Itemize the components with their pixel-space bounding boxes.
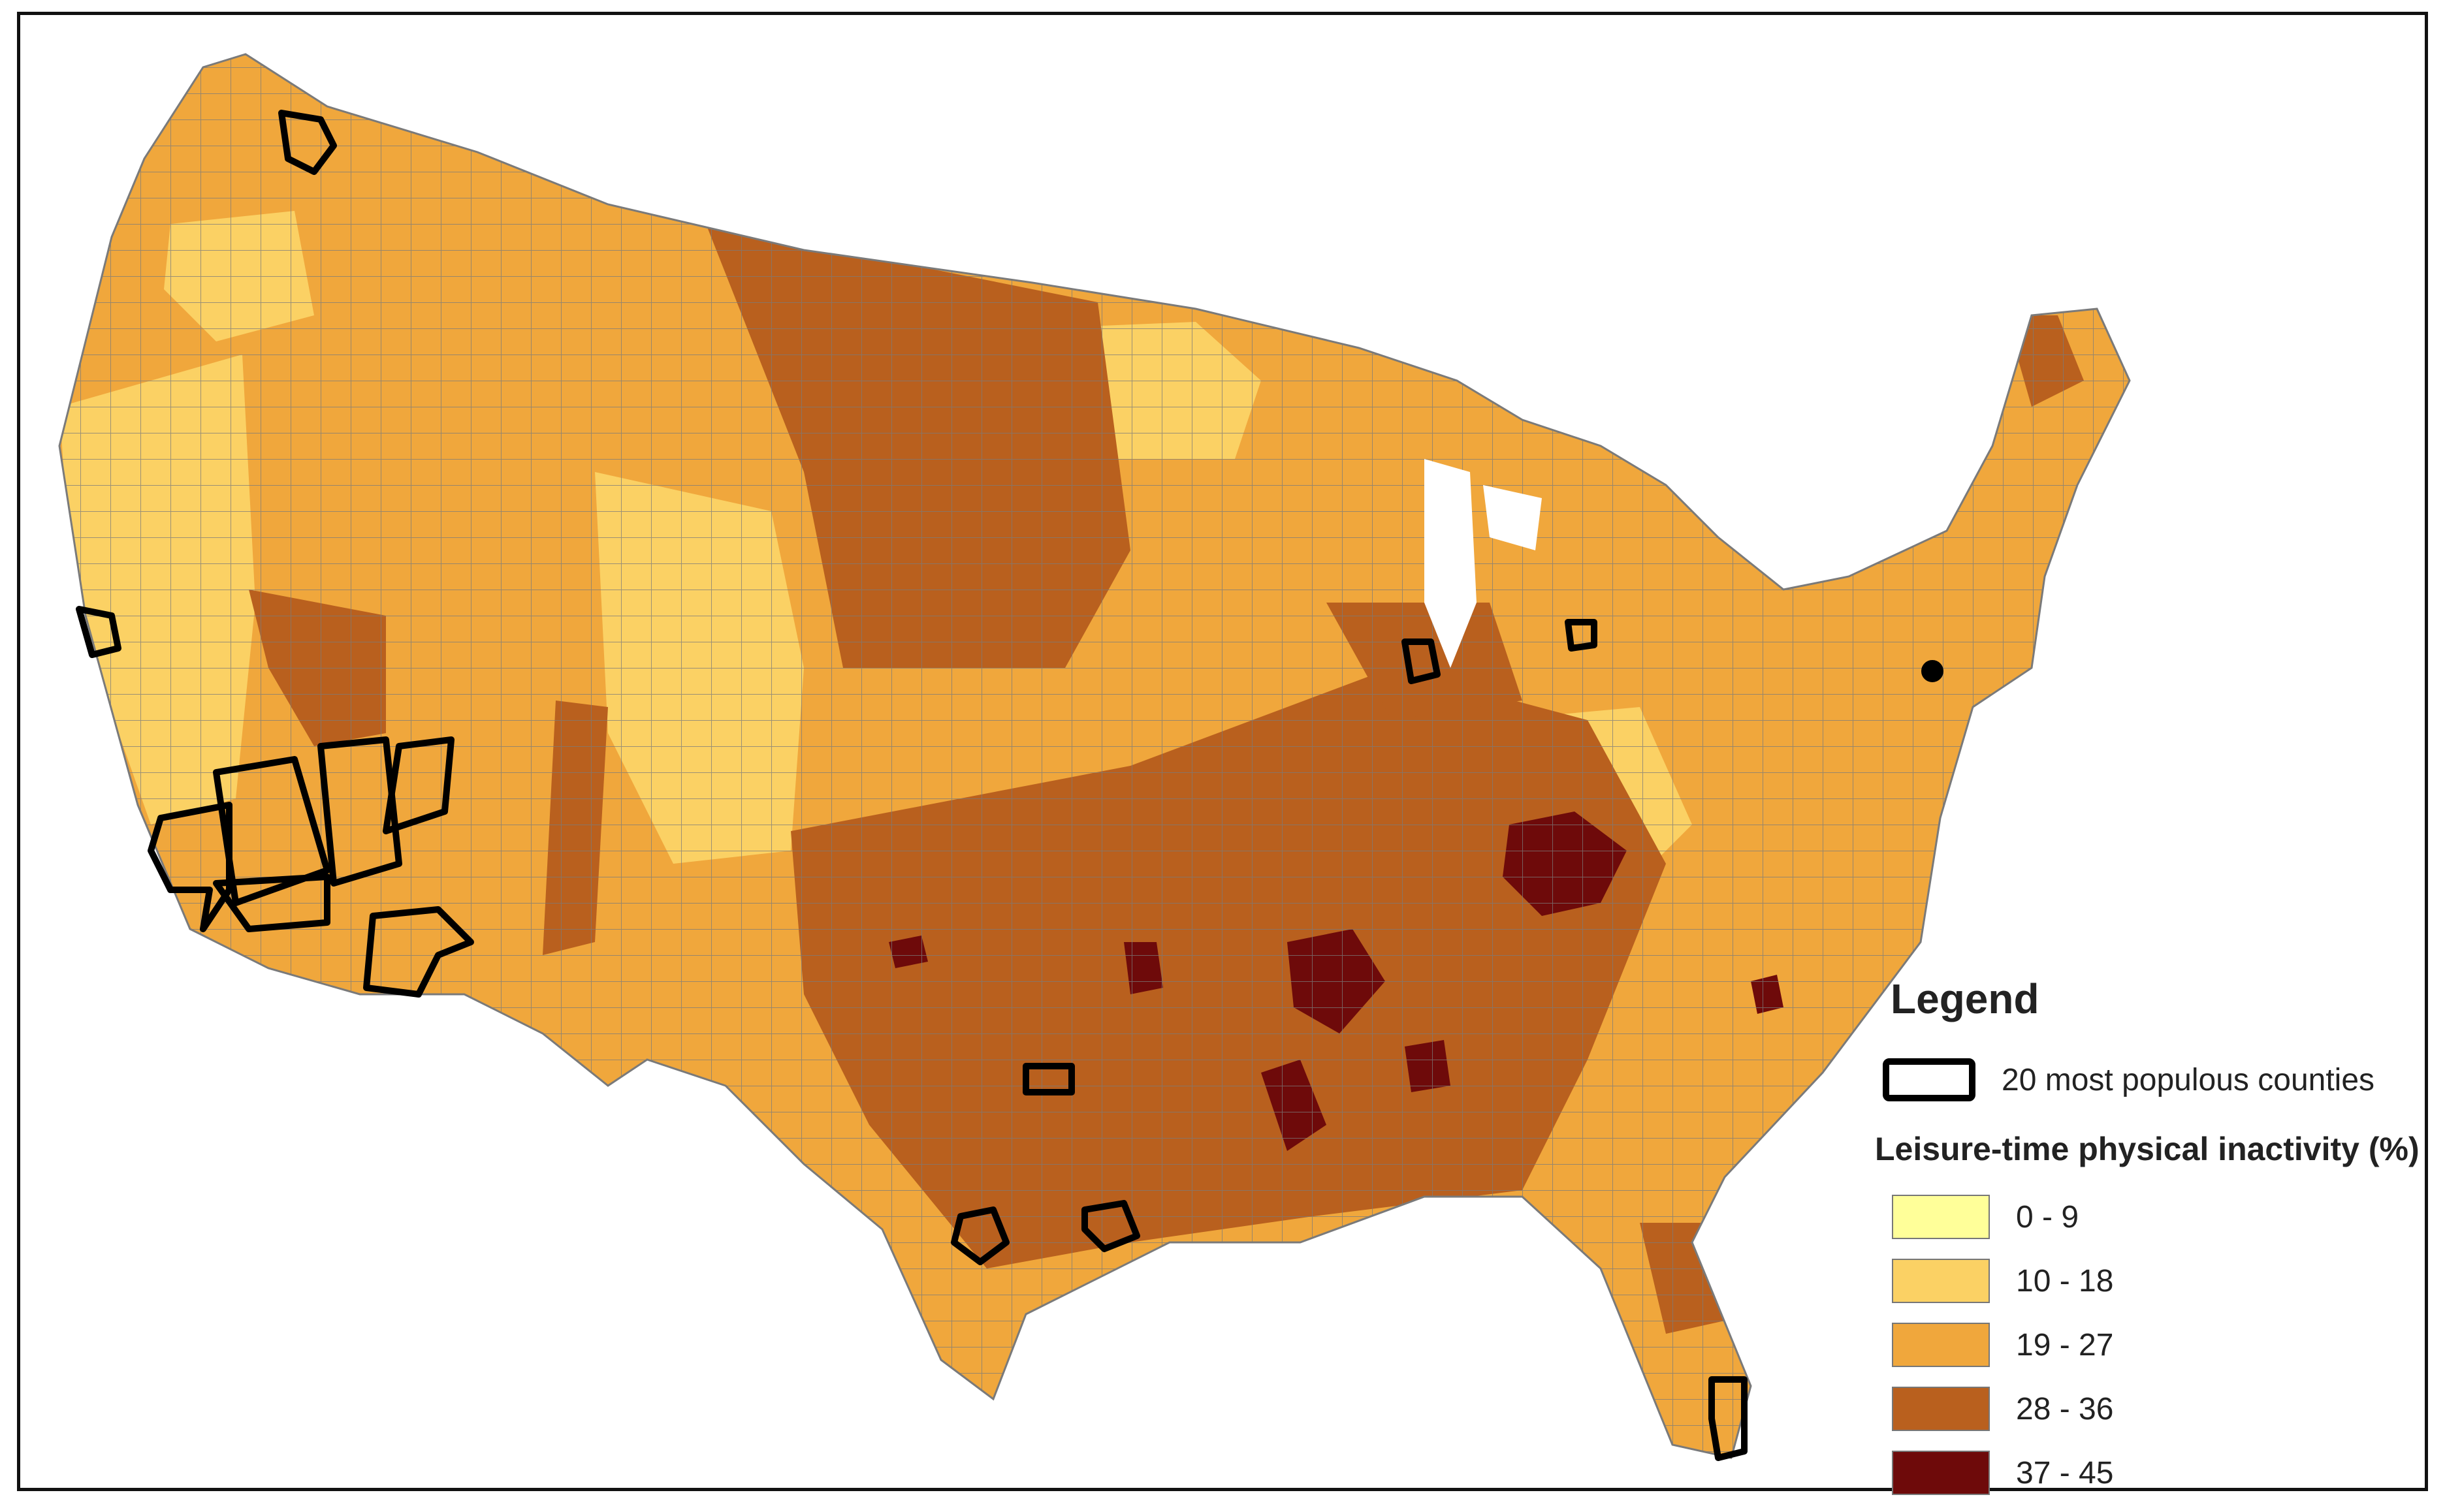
populous-county-outline: [278, 110, 337, 175]
populous-county-outline: [951, 1206, 1010, 1265]
populous-county-outline: [76, 606, 121, 658]
outline-swatch: [1883, 1058, 1975, 1101]
legend-swatch: [1892, 1195, 1990, 1239]
populous-county-outline: [363, 906, 474, 998]
legend-class-row: 37 - 45: [1875, 1441, 2445, 1505]
legend-swatch: [1892, 1387, 1990, 1431]
legend-class-row: 0 - 9: [1875, 1185, 2445, 1249]
populous-county-outline: [1401, 638, 1441, 684]
legend-class-label: 19 - 27: [2016, 1327, 2114, 1362]
legend-outline-label: 20 most populous counties: [2002, 1062, 2375, 1097]
populous-county-outline: [148, 802, 232, 932]
legend-class-label: 0 - 9: [2016, 1199, 2079, 1235]
populous-county-outline: [1708, 1376, 1748, 1461]
legend-class-row: 19 - 27: [1875, 1313, 2445, 1377]
populous-county-outline: [213, 756, 330, 906]
populous-county-outline: [1565, 619, 1597, 652]
populous-county-outline: [383, 736, 455, 834]
legend-class-label: 28 - 36: [2016, 1391, 2114, 1426]
populous-county-outline: [1921, 660, 1943, 682]
legend-title: Legend: [1891, 975, 2039, 1022]
populous-county-outline: [317, 736, 402, 887]
populous-county-outlines: [76, 110, 1943, 1461]
populous-county-outline: [1081, 1200, 1140, 1252]
populous-county-outline: [1023, 1063, 1075, 1095]
legend-class-row: 10 - 18: [1875, 1249, 2445, 1313]
legend-swatch: [1892, 1259, 1990, 1303]
legend-class-label: 10 - 18: [2016, 1263, 2114, 1299]
map-frame: Legend 20 most populous counties Leisure…: [17, 12, 2428, 1495]
legend-swatch: [1892, 1323, 1990, 1367]
legend-class-title: Leisure-time physical inactivity (%): [1875, 1131, 2420, 1167]
legend-swatch: [1892, 1451, 1990, 1495]
choropleth-map: [58, 53, 2131, 1461]
legend: Legend 20 most populous counties Leisure…: [1875, 975, 2445, 1505]
legend-outline-row: 20 most populous counties: [1875, 1048, 2445, 1112]
populous-county-outline: [213, 874, 330, 932]
legend-class-row: 28 - 36: [1875, 1377, 2445, 1441]
legend-class-label: 37 - 45: [2016, 1455, 2114, 1490]
